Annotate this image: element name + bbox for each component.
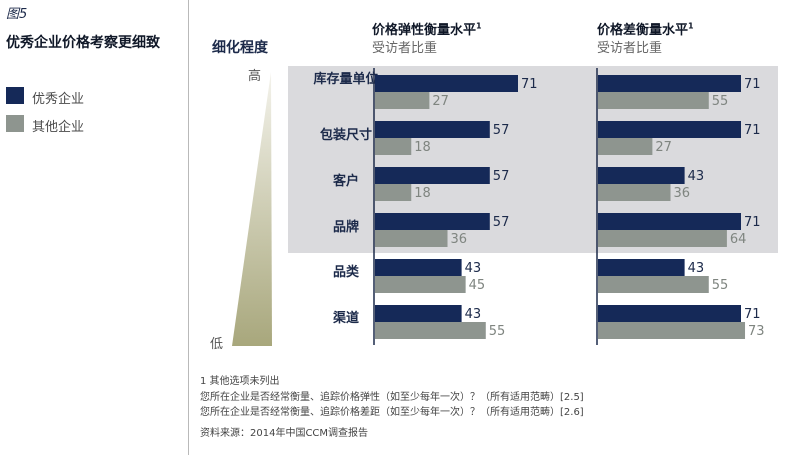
data-label-panel2-pack-size-others: 27 [655, 140, 672, 155]
data-label-panel1-pack-size-others: 18 [414, 140, 431, 155]
bar-panel2-category-others [598, 276, 709, 293]
bar-panel2-sku-top-performers [598, 75, 741, 92]
detail-low-label: 低 [210, 337, 224, 352]
bar-panel1-sku-others [375, 92, 430, 109]
bar-panel2-pack-size-others [598, 138, 653, 155]
data-label-panel1-brand-others: 36 [451, 232, 468, 247]
legend-swatch-top-performers [6, 87, 24, 104]
legend-label-others: 其他企业 [32, 120, 85, 135]
footnote-note: 1 其他选项未列出 [200, 376, 280, 387]
data-label-panel2-brand-top-performers: 71 [744, 215, 761, 230]
category-label-sku: 库存量单位 [313, 72, 379, 87]
data-label-panel2-customer-others: 36 [674, 186, 691, 201]
data-label-panel1-customer-top-performers: 57 [493, 169, 510, 184]
data-label-panel1-category-others: 45 [469, 278, 486, 293]
data-label-panel1-category-top-performers: 43 [465, 261, 482, 276]
data-label-panel2-brand-others: 64 [730, 232, 747, 247]
bar-panel2-customer-others [598, 184, 671, 201]
bar-panel2-channel-top-performers [598, 305, 741, 322]
data-label-panel2-customer-top-performers: 43 [688, 169, 705, 184]
data-label-panel1-customer-others: 18 [414, 186, 431, 201]
panel-1-subtitle: 受访者比重 [372, 41, 438, 56]
chart-title: 优秀企业价格考察更细致 [6, 35, 160, 51]
data-label-panel2-channel-top-performers: 71 [744, 307, 761, 322]
detail-axis-title: 细化程度 [212, 40, 268, 56]
data-label-panel2-sku-others: 55 [712, 94, 729, 109]
bar-panel1-brand-top-performers [375, 213, 490, 230]
detail-high-label: 高 [248, 69, 262, 84]
panel-1-title: 价格弹性衡量水平1 [372, 21, 482, 38]
category-label-category: 品类 [332, 265, 359, 280]
bar-panel1-brand-others [375, 230, 448, 247]
bar-panel2-pack-size-top-performers [598, 121, 741, 138]
data-label-panel1-channel-top-performers: 43 [465, 307, 482, 322]
category-label-pack-size: 包装尺寸 [319, 128, 372, 143]
data-label-panel2-category-others: 55 [712, 278, 729, 293]
footnote-question-1: 您所在企业是否经常衡量、追踪价格弹性（如至少每年一次）？（所有适用范畴）[2.5… [200, 392, 584, 403]
data-label-panel2-channel-others: 73 [748, 324, 765, 339]
bar-panel2-channel-others [598, 322, 746, 339]
figure-label: 图5 [6, 7, 28, 22]
data-label-panel2-sku-top-performers: 71 [744, 77, 761, 92]
panel-2-subtitle: 受访者比重 [597, 41, 663, 56]
bar-panel1-channel-others [375, 322, 486, 339]
legend-swatch-others [6, 115, 24, 132]
bar-panel1-sku-top-performers [375, 75, 518, 92]
bar-panel2-customer-top-performers [598, 167, 685, 184]
footnote-question-2: 您所在企业是否经常衡量、追踪价格差距（如至少每年一次）？（所有适用范畴）[2.6… [200, 407, 584, 418]
bar-panel2-brand-top-performers [598, 213, 741, 230]
panel-2-title: 价格差衡量水平1 [597, 21, 694, 38]
footnote-source: 资料来源：2014年中国CCM调查报告 [200, 428, 369, 439]
bar-panel2-category-top-performers [598, 259, 685, 276]
bar-panel1-channel-top-performers [375, 305, 462, 322]
legend-label-top-performers: 优秀企业 [32, 92, 85, 107]
data-label-panel1-channel-others: 55 [489, 324, 506, 339]
bar-panel1-pack-size-others [375, 138, 412, 155]
bar-panel1-pack-size-top-performers [375, 121, 490, 138]
category-label-customer: 客户 [332, 174, 359, 189]
divider-line [188, 0, 189, 455]
data-label-panel2-pack-size-top-performers: 71 [744, 123, 761, 138]
data-label-panel2-category-top-performers: 43 [688, 261, 705, 276]
bar-panel2-sku-others [598, 92, 709, 109]
data-label-panel1-pack-size-top-performers: 57 [493, 123, 510, 138]
bar-panel1-category-top-performers [375, 259, 462, 276]
bar-panel1-customer-others [375, 184, 412, 201]
category-label-channel: 渠道 [332, 311, 359, 326]
data-label-panel1-sku-others: 27 [432, 94, 449, 109]
bar-panel2-brand-others [598, 230, 727, 247]
bar-panel1-category-others [375, 276, 466, 293]
data-label-panel1-brand-top-performers: 57 [493, 215, 510, 230]
bar-panel1-customer-top-performers [375, 167, 490, 184]
data-label-panel1-sku-top-performers: 71 [521, 77, 538, 92]
category-label-brand: 品牌 [332, 220, 359, 235]
